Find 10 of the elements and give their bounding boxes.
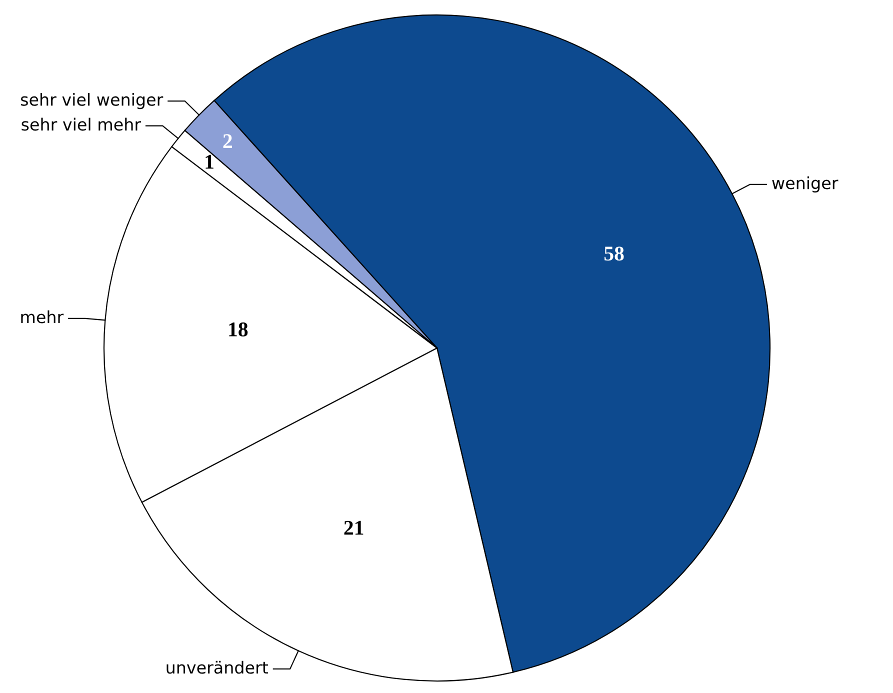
slice-label: unverändert (166, 660, 268, 674)
data-label: 2 (223, 134, 232, 148)
slice-label: sehr viel mehr (22, 118, 142, 131)
data-label: 58 (604, 246, 624, 261)
data-label: 18 (229, 322, 248, 336)
slice-label: sehr viel weniger (20, 92, 164, 110)
data-label: 21 (344, 520, 364, 535)
slice-label: mehr (21, 310, 64, 324)
slice-label: weniger (772, 176, 838, 193)
data-label: 1 (206, 154, 214, 169)
